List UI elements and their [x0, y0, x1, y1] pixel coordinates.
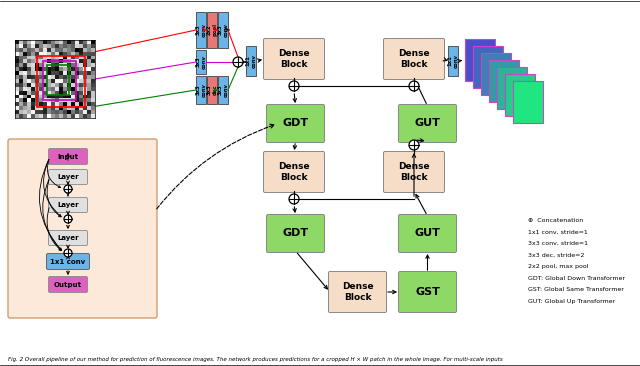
Bar — [207, 76, 217, 104]
FancyBboxPatch shape — [266, 105, 324, 142]
Bar — [489, 60, 519, 102]
FancyBboxPatch shape — [399, 214, 456, 253]
Text: GUT: Global Up Transformer: GUT: Global Up Transformer — [528, 299, 615, 303]
Circle shape — [409, 81, 419, 91]
Text: Layer: Layer — [57, 235, 79, 241]
Bar — [473, 46, 503, 88]
Bar — [196, 50, 206, 74]
Bar — [481, 53, 511, 95]
FancyBboxPatch shape — [264, 38, 324, 79]
FancyBboxPatch shape — [49, 169, 88, 184]
Circle shape — [64, 215, 72, 223]
Text: Dense
Block: Dense Block — [278, 49, 310, 69]
Text: Layer: Layer — [57, 174, 79, 180]
Bar — [196, 12, 206, 48]
Text: 3x3
dec: 3x3 dec — [207, 85, 218, 95]
Bar — [196, 76, 206, 104]
Text: GDT: GDT — [282, 119, 308, 128]
Text: Fig. 2 Overall pipeline of our method for prediction of fluorescence images. The: Fig. 2 Overall pipeline of our method fo… — [8, 357, 503, 362]
Circle shape — [289, 81, 299, 91]
Circle shape — [289, 194, 299, 204]
Text: 1x1 conv, stride=1: 1x1 conv, stride=1 — [528, 229, 588, 235]
FancyBboxPatch shape — [383, 38, 445, 79]
Bar — [246, 46, 256, 76]
Text: 1x1 conv: 1x1 conv — [51, 258, 86, 265]
FancyBboxPatch shape — [399, 272, 456, 313]
Circle shape — [64, 249, 72, 257]
Bar — [37, 56, 85, 107]
FancyBboxPatch shape — [49, 149, 88, 164]
FancyBboxPatch shape — [266, 214, 324, 253]
Text: Dense
Block: Dense Block — [398, 49, 430, 69]
Bar — [43, 61, 76, 100]
Text: 3x3
conv: 3x3 conv — [196, 23, 206, 37]
Bar — [218, 12, 228, 48]
Bar — [218, 76, 228, 104]
Text: 1x1
conv: 1x1 conv — [447, 54, 458, 68]
Bar — [47, 66, 69, 95]
Text: Input: Input — [58, 153, 79, 160]
Bar — [497, 67, 527, 109]
Text: GDT: GDT — [282, 228, 308, 239]
Text: 3x3
conv: 3x3 conv — [196, 83, 206, 97]
FancyBboxPatch shape — [47, 254, 90, 269]
FancyBboxPatch shape — [8, 139, 157, 318]
Text: Dense
Block: Dense Block — [278, 162, 310, 182]
Text: 3x3 dec, stride=2: 3x3 dec, stride=2 — [528, 253, 584, 258]
Text: 2x2
pool: 2x2 pool — [207, 23, 218, 37]
Bar — [207, 12, 217, 48]
Bar — [513, 81, 543, 123]
Circle shape — [64, 185, 72, 193]
FancyBboxPatch shape — [264, 152, 324, 193]
Text: GST: GST — [415, 287, 440, 297]
Bar — [465, 39, 495, 81]
Text: 2x2 pool, max pool: 2x2 pool, max pool — [528, 264, 589, 269]
Bar — [505, 74, 535, 116]
FancyBboxPatch shape — [49, 198, 88, 213]
Text: Output: Output — [54, 281, 82, 288]
Text: ⊕  Concatenation: ⊕ Concatenation — [528, 218, 583, 223]
FancyBboxPatch shape — [49, 276, 88, 292]
Circle shape — [233, 57, 243, 67]
Text: GDT: Global Down Transformer: GDT: Global Down Transformer — [528, 276, 625, 280]
FancyBboxPatch shape — [383, 152, 445, 193]
Circle shape — [409, 140, 419, 150]
Text: 3x3
conv: 3x3 conv — [218, 83, 228, 97]
Text: Dense
Block: Dense Block — [398, 162, 430, 182]
Text: 3x3 conv, stride=1: 3x3 conv, stride=1 — [528, 241, 588, 246]
Bar — [448, 46, 458, 76]
Text: Dense
Block: Dense Block — [342, 282, 373, 302]
Text: 3x3
conv: 3x3 conv — [218, 23, 228, 37]
Text: GUT: GUT — [415, 228, 440, 239]
Text: 3x3
conv: 3x3 conv — [196, 55, 206, 69]
FancyBboxPatch shape — [399, 105, 456, 142]
Text: GUT: GUT — [415, 119, 440, 128]
Text: GST: Global Same Transformer: GST: Global Same Transformer — [528, 287, 624, 292]
Text: Layer: Layer — [57, 202, 79, 208]
FancyBboxPatch shape — [328, 272, 387, 313]
Text: 1x1
conv: 1x1 conv — [246, 54, 257, 68]
FancyBboxPatch shape — [49, 231, 88, 246]
